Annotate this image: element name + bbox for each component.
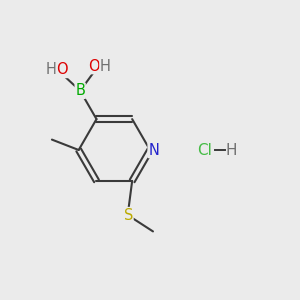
Text: H: H — [226, 142, 238, 158]
Text: H: H — [46, 62, 56, 77]
Text: H: H — [100, 58, 111, 74]
Text: N: N — [148, 142, 159, 158]
Text: Cl: Cl — [197, 142, 212, 158]
Text: O: O — [56, 62, 68, 77]
Text: S: S — [124, 208, 133, 223]
Text: B: B — [75, 83, 85, 98]
Text: O: O — [88, 58, 100, 74]
